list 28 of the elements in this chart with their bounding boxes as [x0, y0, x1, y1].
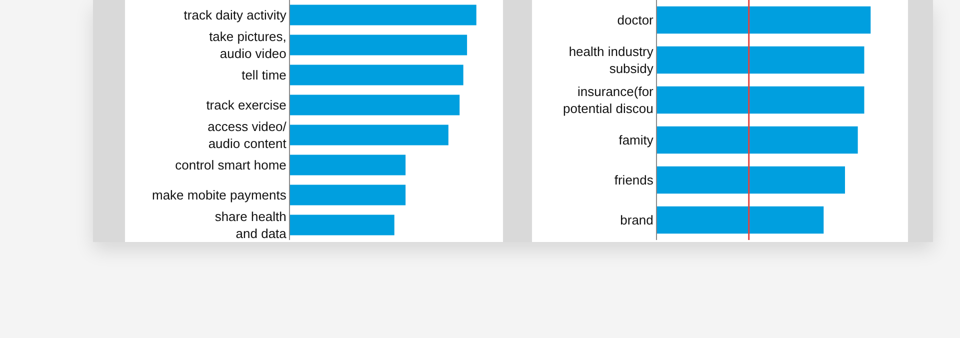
y-tick-label: share health and data: [214, 209, 288, 241]
bar: [290, 64, 464, 86]
bar: [290, 184, 406, 206]
bar: [657, 46, 864, 74]
bar: [657, 206, 824, 234]
y-tick-label: health industry subsidy: [568, 44, 654, 76]
y-tick-label: insurance(for potential discou: [563, 84, 654, 116]
bar: [290, 4, 476, 26]
y-tick-label: friends: [614, 172, 654, 188]
bar: [290, 214, 394, 236]
y-tick-label: control smart home: [175, 158, 286, 173]
y-tick-label: track exercise: [206, 98, 286, 113]
bar: [657, 6, 871, 34]
bar: [657, 86, 864, 114]
y-tick-label: brand: [620, 212, 654, 228]
bar: [290, 34, 468, 56]
bar: [290, 154, 406, 176]
bar: [290, 124, 448, 146]
y-tick-label: famity: [618, 132, 654, 148]
y-tick-label: take pictures, audio video: [209, 29, 286, 61]
y-tick-label: tell time: [242, 68, 286, 83]
bar: [290, 94, 460, 116]
y-tick-label: doctor: [617, 12, 654, 28]
y-tick-label: track daity activity: [184, 8, 287, 23]
bar: [657, 126, 858, 154]
y-tick-label: access video/ audio content: [208, 119, 287, 151]
bar: [657, 166, 845, 194]
y-tick-label: make mobite payments: [152, 188, 287, 203]
